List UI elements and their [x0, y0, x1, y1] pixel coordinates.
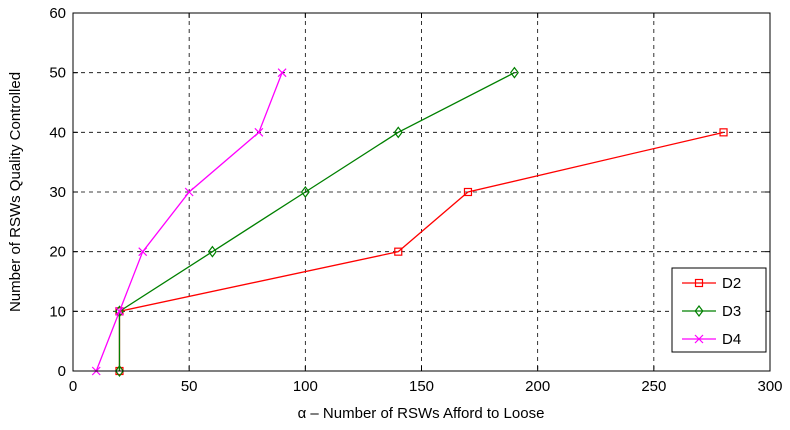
data-point-d4	[277, 68, 287, 78]
legend-marker	[694, 278, 704, 288]
legend-label: D4	[722, 331, 741, 348]
data-point-d3	[300, 186, 310, 198]
legend-box	[671, 267, 767, 353]
data-point-d3	[114, 365, 124, 377]
data-point-d2	[394, 247, 403, 256]
legend-item-d2: D2	[682, 275, 741, 292]
x-axis-label: α – Number of RSWs Afford to Loose	[298, 405, 545, 422]
series-layer	[91, 66, 728, 377]
grid	[73, 13, 770, 371]
legend-label: D3	[722, 303, 741, 320]
y-tick-label: 40	[49, 124, 66, 141]
y-tick-label: 60	[49, 5, 66, 22]
data-point-d3	[207, 245, 217, 258]
data-point-d2	[719, 128, 728, 137]
legend: D2 D3 D4	[671, 267, 767, 353]
legend-item-d4: D4	[682, 331, 741, 348]
series-d3	[114, 66, 519, 377]
data-point-d4	[254, 127, 264, 137]
data-point-d4	[115, 306, 124, 316]
x-tick-label: 200	[525, 378, 550, 395]
y-tick-label: 50	[49, 65, 66, 82]
x-tick-label: 0	[69, 378, 77, 395]
y-tick-label: 30	[49, 184, 66, 201]
legend-marker	[694, 305, 704, 317]
series-d4	[91, 68, 287, 376]
x-tick-label: 150	[409, 378, 434, 395]
x-tick-label: 100	[293, 378, 318, 395]
data-point-d4	[184, 187, 194, 197]
y-tick-label: 20	[49, 244, 66, 261]
data-point-d4	[138, 247, 148, 257]
legend-item-d3: D3	[682, 303, 741, 320]
series-line-d3	[118, 72, 515, 371]
series-line-d4	[95, 72, 283, 372]
x-tick-label: 300	[757, 378, 782, 395]
y-tick-label: 0	[58, 363, 66, 380]
x-tick-label: 250	[641, 378, 666, 395]
data-point-d3	[509, 66, 519, 79]
x-tick-label: 50	[181, 378, 198, 395]
axis-ticks: 0 50 100 150 200 250 300 0 10 20 30 40 50 60	[49, 5, 782, 395]
legend-marker	[694, 334, 704, 344]
legend-label: D2	[722, 275, 741, 292]
y-axis-label: Number of RSWs Quality Controlled	[7, 72, 24, 312]
data-point-d3	[393, 126, 403, 139]
data-point-d2	[463, 187, 473, 197]
y-tick-label: 10	[49, 303, 66, 320]
